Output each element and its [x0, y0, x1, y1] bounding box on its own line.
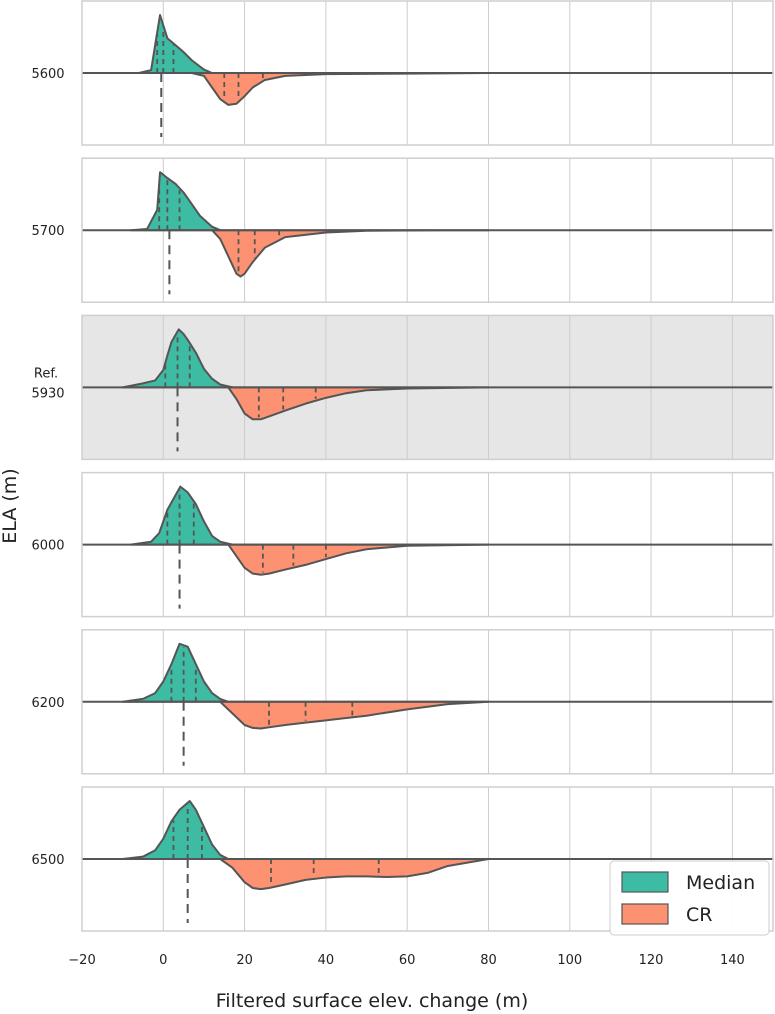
y-tick-label: 6000: [31, 539, 64, 554]
panel-frame: [81, 314, 774, 461]
panel-6200: 6200: [31, 629, 774, 775]
violin-median-6000: [129, 485, 234, 546]
y-tick-label: 5700: [31, 224, 64, 239]
violin-cr-6500: [219, 858, 490, 891]
y-axis-label: ELA (m): [0, 468, 21, 543]
x-tick-label: 80: [480, 953, 497, 968]
panel-6000: 6000: [31, 471, 774, 618]
panel-frame: [81, 157, 774, 303]
panel-frame: [81, 471, 774, 618]
x-tick-label: 140: [720, 953, 745, 968]
x-tick-label: 20: [236, 953, 253, 968]
panel-5700: 5700: [31, 157, 774, 303]
x-axis: −20 0 20 40 60 80 100 120 140: [68, 953, 744, 968]
legend-label-median: Median: [686, 872, 755, 894]
legend-label-cr: CR: [686, 904, 712, 926]
x-axis-label: Filtered surface elev. change (m): [216, 990, 529, 1012]
legend-swatch-cr: [621, 903, 669, 925]
violin-median-6200: [121, 642, 230, 703]
x-tick-label: 0: [159, 953, 167, 968]
panel-frame: [81, 629, 774, 775]
x-tick-label: 120: [639, 953, 664, 968]
violin-median-5700: [129, 171, 222, 232]
y-tick-label: 5600: [31, 67, 64, 82]
x-tick-label: 40: [318, 953, 335, 968]
violin-median-5600: [137, 14, 214, 74]
panel-frame: [81, 786, 774, 932]
panel-6500: 6500: [31, 786, 774, 932]
violin-cr-6000: [227, 543, 490, 576]
violin-median-6500: [121, 800, 230, 860]
x-tick-label: 100: [557, 953, 582, 968]
violin-cr-6200: [219, 700, 490, 730]
y-tick-label-ref-prefix: Ref.: [34, 366, 58, 381]
panel-5600: 5600: [31, 0, 774, 146]
y-tick-label: 5930: [31, 386, 64, 401]
legend: Median CR: [609, 860, 770, 936]
x-tick-label: 60: [399, 953, 416, 968]
panel-frame: [81, 0, 774, 146]
violin-cr-5930: [227, 386, 490, 421]
panels-layer: 5600 5700 Ref. 5930 6000 6200 6500: [31, 0, 774, 932]
legend-swatch-median: [621, 871, 669, 893]
y-tick-label: 6200: [31, 696, 64, 711]
x-tick-label: −20: [68, 953, 95, 968]
panel-5930: Ref. 5930: [31, 314, 774, 461]
y-tick-label: 6500: [31, 853, 64, 868]
